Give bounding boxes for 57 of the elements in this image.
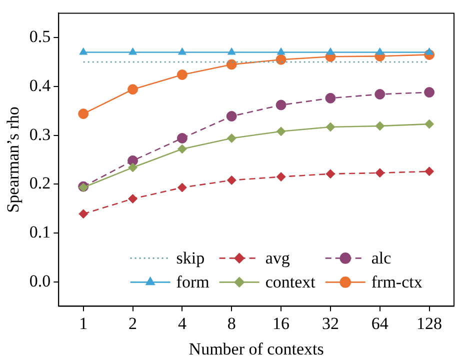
- point: [177, 182, 187, 192]
- point: [325, 92, 336, 104]
- y-tick-label: 0.2: [29, 174, 51, 193]
- legend-label: form: [176, 272, 210, 292]
- point: [276, 172, 286, 182]
- point: [128, 84, 138, 95]
- y-tick-label: 0.1: [29, 222, 51, 242]
- point: [227, 48, 236, 55]
- x-tick-label: 8: [227, 314, 236, 333]
- point: [78, 209, 88, 219]
- x-tick-label: 128: [416, 314, 442, 333]
- point: [128, 155, 138, 166]
- x-tick-label: 4: [178, 314, 187, 333]
- y-tick-label: 0.5: [29, 27, 51, 46]
- point: [79, 48, 88, 55]
- point: [176, 132, 188, 144]
- x-axis-title: Number of contexts: [188, 339, 324, 358]
- legend-label: skip: [176, 248, 205, 268]
- point: [226, 133, 236, 143]
- point: [178, 48, 186, 55]
- y-tick-label: 0.0: [29, 271, 51, 290]
- y-tick-label: 0.3: [29, 124, 51, 144]
- point: [78, 108, 89, 120]
- x-tick-label: 64: [371, 314, 389, 333]
- point: [276, 126, 286, 136]
- x-tick-label: 1: [79, 314, 88, 333]
- point: [374, 89, 386, 100]
- point: [375, 121, 385, 131]
- point: [276, 100, 286, 110]
- point: [226, 59, 237, 70]
- legend-label: frm-ctx: [371, 272, 423, 292]
- point: [128, 48, 137, 55]
- legend-label: context: [265, 272, 316, 292]
- x-tick-label: 16: [272, 314, 290, 333]
- x-tick-label: 2: [128, 314, 138, 333]
- point: [326, 48, 335, 55]
- point: [424, 87, 435, 98]
- point: [425, 48, 434, 55]
- point: [375, 168, 385, 178]
- point: [326, 122, 336, 132]
- x-tick-label: 32: [322, 314, 339, 333]
- legend-label: avg: [265, 248, 290, 268]
- point: [276, 54, 286, 65]
- point: [176, 69, 188, 80]
- point: [326, 169, 336, 179]
- y-axis-title: Spearman’s rho: [4, 106, 23, 213]
- point: [276, 48, 286, 55]
- point: [226, 110, 237, 122]
- point: [424, 166, 434, 176]
- legend-label: alc: [371, 248, 392, 268]
- point: [424, 119, 434, 129]
- point: [128, 162, 138, 172]
- point: [128, 194, 138, 204]
- point: [226, 175, 236, 185]
- point: [376, 48, 384, 55]
- point: [177, 144, 187, 154]
- y-tick-label: 0.4: [29, 76, 52, 95]
